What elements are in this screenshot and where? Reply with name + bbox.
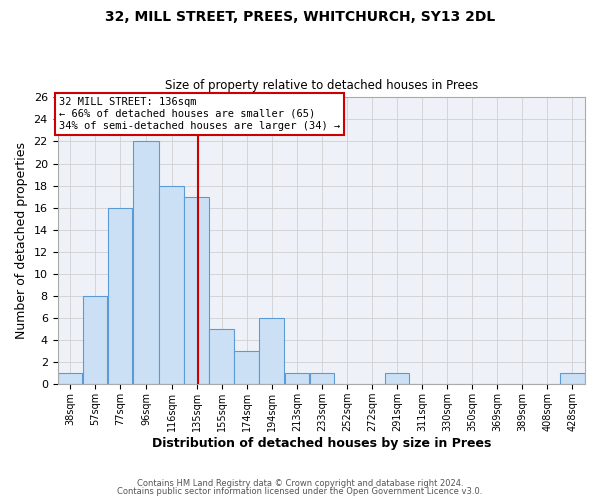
- X-axis label: Distribution of detached houses by size in Prees: Distribution of detached houses by size …: [152, 437, 491, 450]
- Bar: [83, 296, 107, 384]
- Bar: [284, 374, 309, 384]
- Y-axis label: Number of detached properties: Number of detached properties: [15, 142, 28, 340]
- Bar: [108, 208, 133, 384]
- Bar: [259, 318, 284, 384]
- Bar: [310, 374, 334, 384]
- Bar: [209, 329, 234, 384]
- Bar: [133, 142, 159, 384]
- Title: Size of property relative to detached houses in Prees: Size of property relative to detached ho…: [164, 79, 478, 92]
- Bar: [560, 374, 585, 384]
- Bar: [159, 186, 184, 384]
- Bar: [385, 374, 409, 384]
- Bar: [184, 196, 209, 384]
- Text: Contains public sector information licensed under the Open Government Licence v3: Contains public sector information licen…: [118, 487, 482, 496]
- Bar: [235, 351, 259, 384]
- Text: 32 MILL STREET: 136sqm
← 66% of detached houses are smaller (65)
34% of semi-det: 32 MILL STREET: 136sqm ← 66% of detached…: [59, 98, 340, 130]
- Text: Contains HM Land Registry data © Crown copyright and database right 2024.: Contains HM Land Registry data © Crown c…: [137, 478, 463, 488]
- Bar: [58, 374, 82, 384]
- Text: 32, MILL STREET, PREES, WHITCHURCH, SY13 2DL: 32, MILL STREET, PREES, WHITCHURCH, SY13…: [105, 10, 495, 24]
